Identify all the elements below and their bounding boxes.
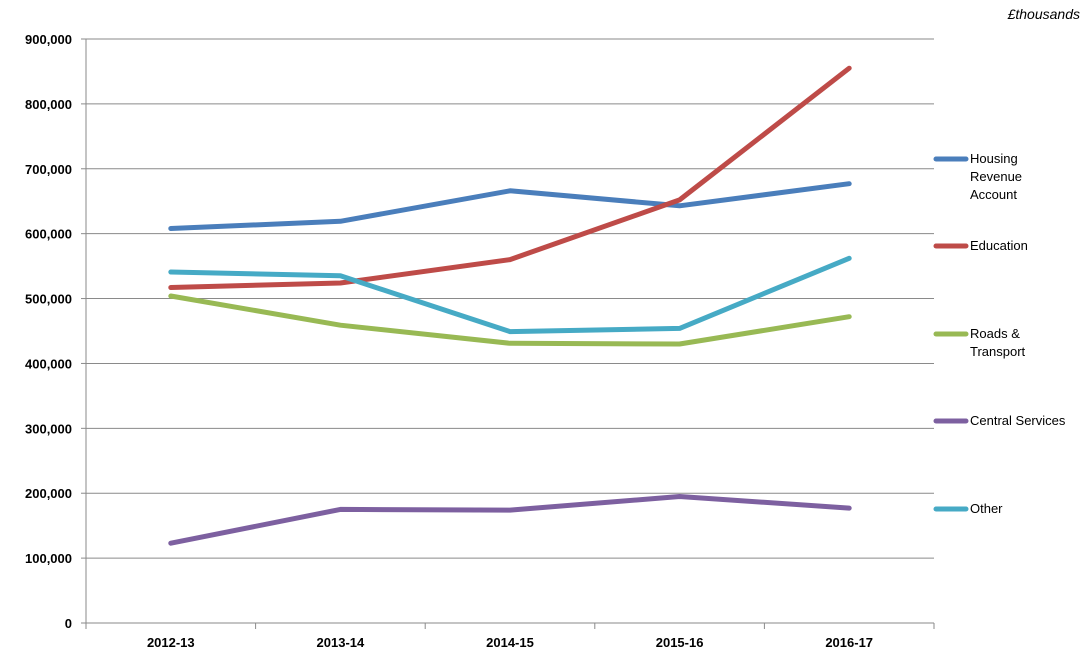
series-line-0 [168,181,852,231]
x-tick-label: 2013-14 [317,635,365,650]
series-line-3 [168,494,852,546]
legend-label: Education [970,238,1028,253]
legend-label: Other [970,501,1003,516]
y-axis-tick-labels: 0 100,000 200,000 300,000 400,000 500,000 600,… [25,32,72,631]
y-tick-label: 400,000 [25,356,72,371]
y-tick-label: 100,000 [25,551,72,566]
series-line-2 [168,293,852,347]
legend-item: Roads & Transport [933,326,1026,359]
legend-label: Housing Revenue Account [970,151,1022,202]
legend-label: Central Services [970,413,1066,428]
series-lines [168,65,852,546]
legend-item: Other [933,501,1003,516]
y-tick-label: 300,000 [25,421,72,436]
legend-item: Education [933,238,1028,253]
legend-item: Housing Revenue Account [933,151,1022,202]
x-axis-tick-labels: 2012-13 2013-14 2014-15 2015-16 2016-17 [147,635,873,650]
y-tick-label: 900,000 [25,32,72,47]
x-tick-label: 2015-16 [656,635,704,650]
legend-item: Central Services [933,413,1066,428]
y-tick-label: 500,000 [25,292,72,307]
series-line-1 [168,65,852,290]
axes [81,38,935,629]
x-tick-label: 2012-13 [147,635,195,650]
y-tick-label: 800,000 [25,97,72,112]
gridlines [86,38,934,559]
y-tick-label: 0 [65,616,72,631]
unit-label: £thousands [1007,6,1080,22]
legend: Housing Revenue Account Education Roads & Tra… [933,151,1066,516]
y-tick-label: 200,000 [25,486,72,501]
y-tick-label: 600,000 [25,227,72,242]
y-tick-label: 700,000 [25,162,72,177]
x-tick-label: 2014-15 [486,635,534,650]
legend-label: Roads & Transport [970,326,1026,359]
x-tick-label: 2016-17 [825,635,873,650]
series-line-4 [168,255,852,335]
